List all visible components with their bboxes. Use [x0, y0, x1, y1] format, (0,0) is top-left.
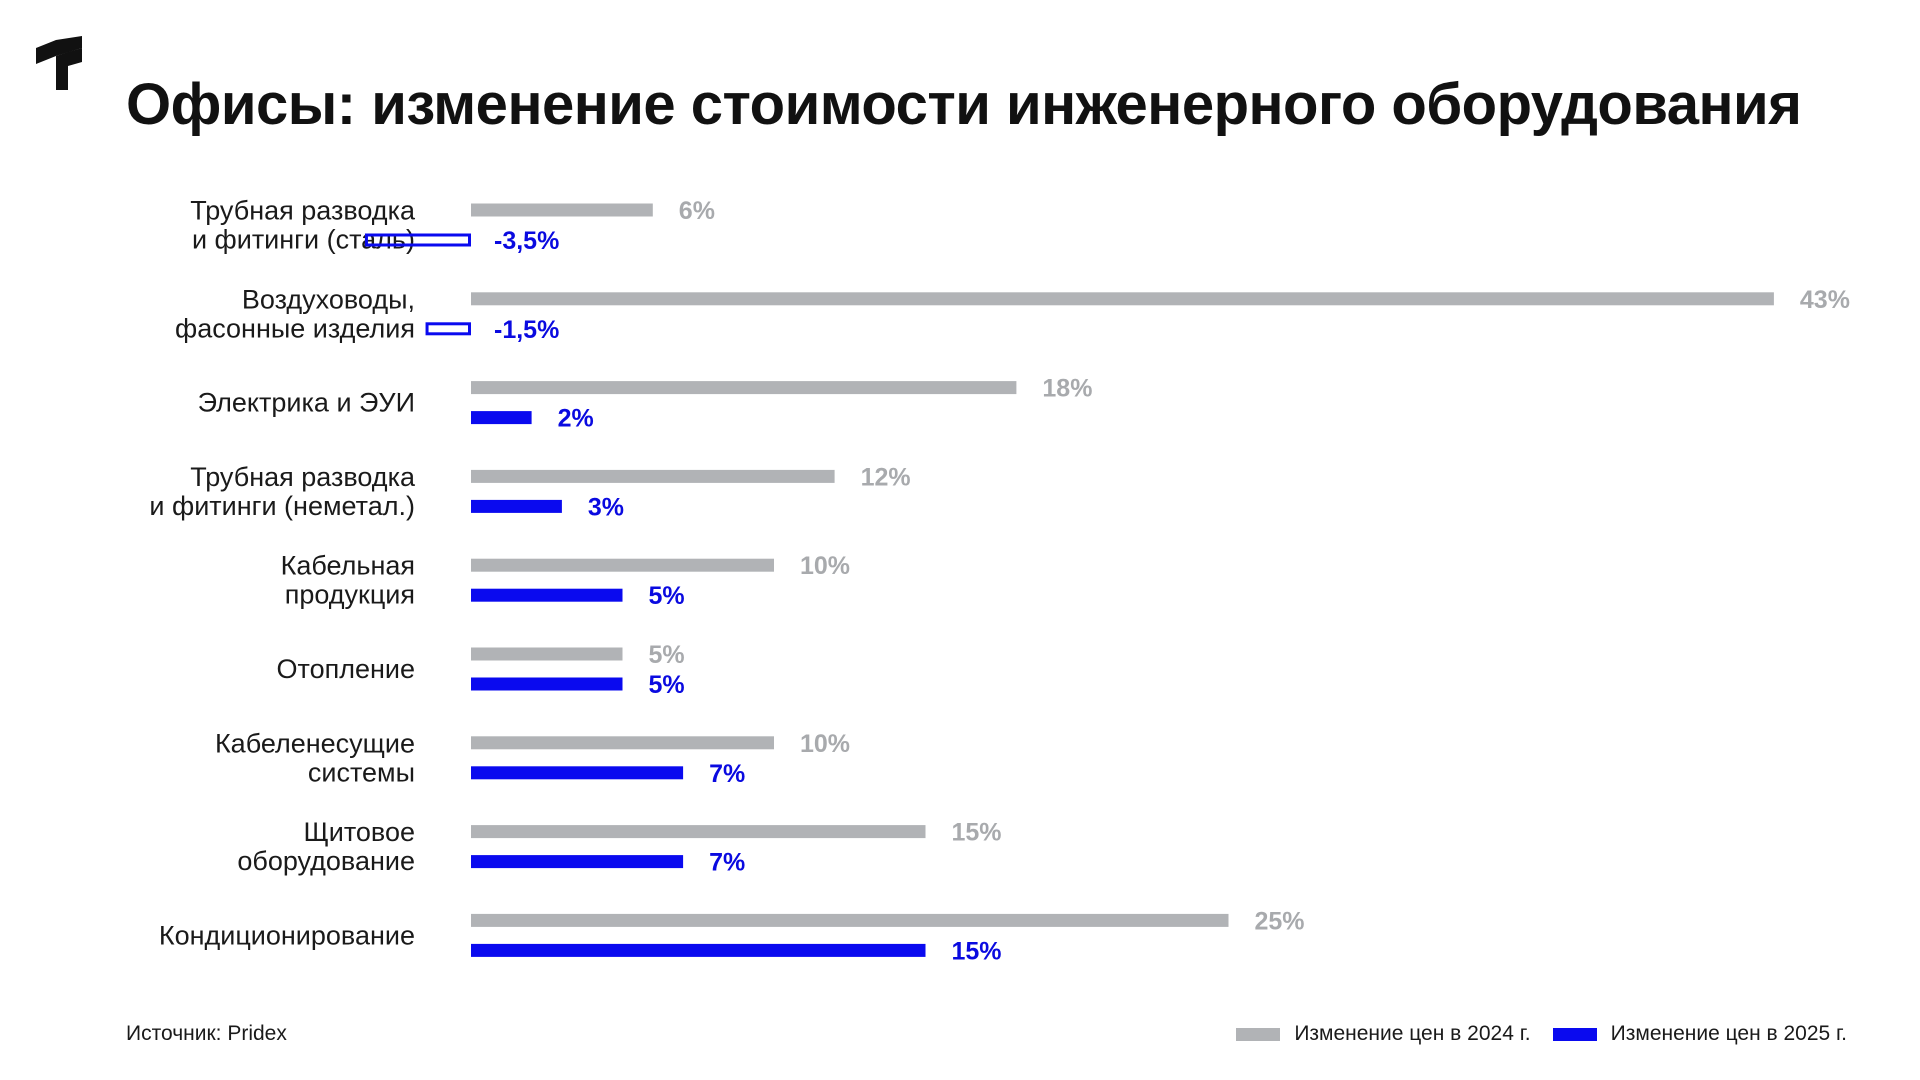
bar-2025 — [471, 588, 623, 602]
bar-2025 — [471, 943, 926, 957]
value-label-2025: 2% — [558, 405, 594, 433]
value-label-2025: -3,5% — [494, 227, 559, 255]
value-label-2025: 7% — [709, 760, 745, 788]
bar-2025 — [471, 411, 532, 425]
legend-item-2024: Изменение цен в 2024 г. — [1236, 1022, 1531, 1046]
value-label-2024: 10% — [800, 552, 850, 580]
value-label-2025: 3% — [588, 493, 624, 521]
category-label: Электрика и ЭУИ — [198, 388, 415, 418]
category-label: Трубная разводка — [190, 196, 416, 226]
brand-logo-icon — [36, 36, 82, 90]
value-label-2024: 6% — [679, 197, 715, 225]
value-label-2025: 7% — [709, 849, 745, 877]
chart-legend: Изменение цен в 2024 г. Изменение цен в … — [1214, 1022, 1847, 1046]
source-note: Источник: Pridex — [126, 1022, 287, 1045]
category-label: Щитовое — [303, 817, 415, 847]
bar-2024 — [471, 825, 926, 839]
value-label-2024: 12% — [861, 463, 911, 491]
bar-2025 — [471, 677, 623, 691]
category-label: и фитинги (сталь) — [192, 225, 415, 255]
bar-2025 — [471, 499, 562, 513]
value-label-2025: -1,5% — [494, 316, 559, 344]
category-label: системы — [308, 757, 415, 787]
category-label: Кондиционирование — [159, 920, 415, 950]
value-label-2025: 5% — [649, 582, 685, 610]
bar-2024 — [471, 292, 1774, 306]
category-label: фасонные изделия — [175, 313, 415, 343]
value-label-2025: 15% — [952, 937, 1002, 965]
category-label: Трубная разводка — [190, 462, 416, 492]
value-label-2024: 10% — [800, 730, 850, 758]
bar-2024 — [471, 381, 1017, 395]
legend-swatch-2024 — [1236, 1027, 1281, 1041]
bar-2024 — [471, 736, 774, 750]
category-label: Кабельная — [281, 551, 415, 581]
bar-2024 — [471, 558, 774, 572]
value-label-2024: 18% — [1042, 375, 1092, 403]
bar-2024 — [471, 203, 653, 217]
category-label: продукция — [285, 580, 415, 610]
value-label-2024: 15% — [952, 819, 1002, 847]
bar-2025 — [471, 855, 684, 869]
legend-item-2025: Изменение цен в 2025 г. — [1552, 1022, 1847, 1046]
value-label-2025: 5% — [649, 671, 685, 699]
value-label-2024: 25% — [1255, 907, 1305, 935]
bar-2025 — [425, 322, 471, 336]
page-title: Офисы: изменение стоимости инженерного о… — [126, 72, 1802, 137]
value-label-2024: 5% — [649, 641, 685, 669]
category-label: Отопление — [277, 654, 415, 684]
legend-swatch-2025 — [1552, 1027, 1597, 1041]
category-label: и фитинги (неметал.) — [149, 491, 415, 521]
bar-2024 — [471, 913, 1229, 927]
value-label-2024: 43% — [1800, 286, 1850, 314]
legend-label-2025: Изменение цен в 2025 г. — [1610, 1022, 1847, 1045]
bar-2024 — [471, 647, 623, 661]
legend-label-2024: Изменение цен в 2024 г. — [1294, 1022, 1531, 1045]
bar-2025 — [364, 233, 472, 247]
category-label: Воздуховоды, — [242, 284, 415, 314]
bar-2025 — [471, 766, 684, 780]
category-label: оборудование — [237, 846, 415, 876]
category-label: Кабеленесущие — [215, 728, 415, 758]
bar-2024 — [471, 469, 835, 483]
